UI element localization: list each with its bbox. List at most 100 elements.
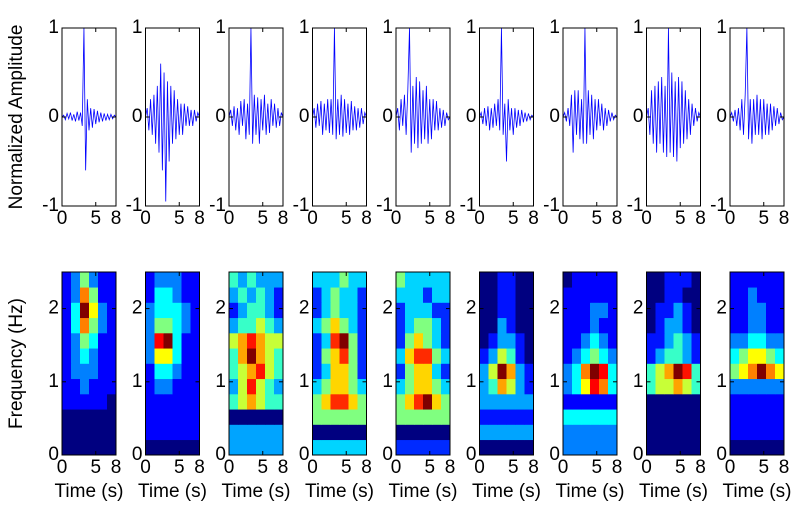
heatmap-cell (739, 302, 749, 319)
heatmap-cell (229, 287, 239, 303)
heatmap-cell (432, 439, 442, 456)
heatmap-cell (339, 333, 349, 349)
x-axis-label: Time (s) (389, 481, 458, 502)
x-tick-label: 0 (391, 457, 402, 478)
y-tick-label: -1 (627, 195, 644, 216)
heatmap-cell (497, 424, 507, 441)
heatmap-cell (748, 439, 758, 456)
heatmap-cell (405, 287, 415, 303)
heatmap-cell (172, 409, 182, 425)
panel: 0 5 8-101 (209, 17, 288, 229)
heatmap-cell (563, 287, 573, 303)
heatmap-cell (71, 424, 81, 441)
heatmap-cell (739, 333, 749, 349)
heatmap-cell (581, 424, 591, 441)
heatmap-cell (247, 287, 257, 303)
x-tick-label: 5 (341, 457, 352, 478)
heatmap-cell (748, 378, 758, 395)
heatmap-cell (488, 409, 498, 425)
heatmap-cell (339, 424, 349, 441)
y-tick-label: 2 (48, 298, 59, 319)
heatmap-cell (599, 363, 609, 380)
heatmap-cell (396, 317, 406, 334)
heatmap-cell (247, 363, 257, 380)
x-tick-label: 8 (111, 457, 122, 478)
heatmap-cell (479, 409, 489, 425)
panel: 0 5 8 0 1 2 Time (s) (549, 271, 624, 502)
heatmap-cell (766, 287, 776, 303)
heatmap-cell (107, 409, 117, 425)
heatmap-cell (330, 272, 340, 288)
heatmap-cell (154, 363, 164, 380)
heatmap-cell (730, 378, 740, 395)
heatmap-cell (572, 333, 582, 349)
heatmap-cell (265, 439, 275, 456)
heatmap-cell (497, 394, 507, 410)
x-tick-label: 5 (174, 208, 185, 229)
heatmap-cell (748, 394, 758, 410)
heatmap-cell (673, 272, 683, 288)
y-tick-label: 0 (716, 106, 727, 127)
heatmap-cell (515, 272, 525, 288)
heatmap-cell (739, 272, 749, 288)
heatmap-cell (590, 317, 600, 334)
heatmap-cell (673, 317, 683, 334)
heatmap-cell (396, 287, 406, 303)
heatmap-cell (563, 394, 573, 410)
x-tick-label: 5 (758, 457, 769, 478)
y-tick-label: 1 (382, 17, 393, 38)
heatmap-cell (405, 394, 415, 410)
x-tick-label: 8 (612, 457, 623, 478)
heatmap-cell (163, 409, 173, 425)
heatmap-cell (757, 363, 767, 380)
heatmap-cell (312, 287, 322, 303)
heatmap-cell (238, 272, 248, 288)
heatmap-cell (581, 409, 591, 425)
heatmap-cell (730, 317, 740, 334)
heatmap-cell (348, 333, 358, 349)
heatmap-cell (274, 348, 284, 364)
heatmap-cell (775, 348, 785, 364)
heatmap-cell (432, 378, 442, 395)
heatmap-cell (181, 348, 191, 364)
heatmap-cell (145, 409, 155, 425)
heatmap-cell (330, 378, 340, 395)
heatmap-cell (757, 409, 767, 425)
y-tick-label: -1 (710, 195, 727, 216)
y-tick-label: 2 (299, 298, 310, 319)
heatmap-cell (646, 272, 656, 288)
heatmap-cell (80, 317, 90, 334)
y-tick-label: 1 (466, 17, 477, 38)
x-tick-label: 0 (641, 208, 652, 229)
heatmap-cell (172, 333, 182, 349)
heatmap-cell (432, 409, 442, 425)
heatmap-cell (339, 302, 349, 319)
heatmap-cell (348, 287, 358, 303)
heatmap-cell (563, 272, 573, 288)
heatmap-cell (274, 287, 284, 303)
y-tick-label: 2 (549, 298, 560, 319)
heatmap-cell (497, 348, 507, 364)
x-tick-label: 8 (695, 208, 706, 229)
y-tick-label: -1 (460, 195, 477, 216)
heatmap-cell (71, 287, 81, 303)
heatmap-cell (256, 424, 266, 441)
heatmap-cell (145, 272, 155, 288)
heatmap-cell (599, 424, 609, 441)
heatmap-cell (154, 409, 164, 425)
heatmap-cell (608, 272, 618, 288)
heatmap-cell (563, 378, 573, 395)
heatmap-cell (163, 333, 173, 349)
y-tick-label: 0 (633, 444, 644, 465)
heatmap-cell (321, 409, 331, 425)
heatmap-cell (98, 378, 108, 395)
heatmap-cell (506, 378, 516, 395)
heatmap-cell (581, 287, 591, 303)
x-tick-label: 8 (194, 457, 205, 478)
heatmap-cell (739, 409, 749, 425)
heatmap-cell (330, 363, 340, 380)
y-tick-label: -1 (42, 195, 59, 216)
heatmap-cell (608, 439, 618, 456)
x-tick-label: 5 (424, 208, 435, 229)
heatmap-cell (497, 302, 507, 319)
